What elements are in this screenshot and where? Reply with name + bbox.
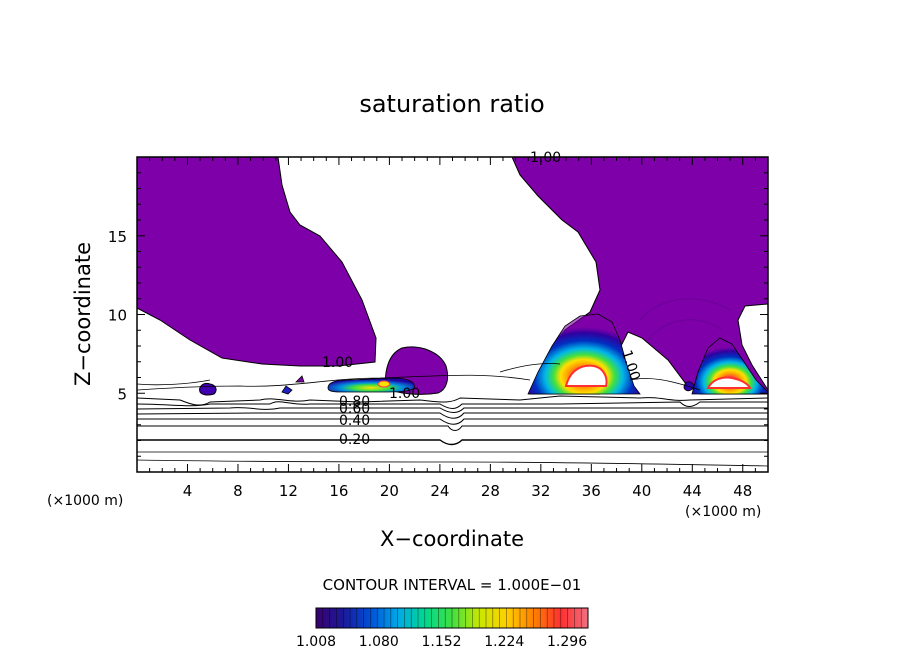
chart-title: saturation ratio (359, 90, 544, 118)
x-axis-title: X−coordinate (380, 527, 524, 551)
contour-label: 0.80 (339, 394, 370, 410)
x-unit-left: (×1000 m) (47, 493, 123, 509)
cloud-core-34km (527, 313, 641, 395)
x-tick-label: 32 (531, 482, 550, 500)
x-tick-label: 44 (683, 482, 702, 500)
contour-label: 0.20 (339, 432, 370, 448)
contour-lines (137, 363, 768, 467)
x-tick-label: 36 (582, 482, 601, 500)
x-tick-label: 24 (430, 482, 449, 500)
x-tick-label: 8 (233, 482, 243, 500)
colorbar: 1.008 1.080 1.152 1.224 1.296 (296, 607, 589, 650)
x-tick-label: 12 (279, 482, 298, 500)
x-tick-label: 16 (329, 482, 348, 500)
x-tick-label: 20 (380, 482, 399, 500)
x-tick-label: 28 (481, 482, 500, 500)
cloud-core-19km (327, 377, 415, 393)
supersaturated-region-upper-left (137, 157, 377, 367)
x-tick-label: 40 (632, 482, 651, 500)
contour-interval-text: CONTOUR INTERVAL = 1.000E−01 (323, 576, 582, 594)
y-tick-label: 5 (117, 385, 127, 403)
y-tick-label: 10 (108, 307, 127, 325)
contour-label: 1.00 (530, 150, 561, 166)
contour-label: 1.00 (389, 386, 420, 402)
cloud-core-47km (691, 337, 768, 395)
x-unit-right: (×1000 m) (685, 504, 761, 520)
colorbar-tick-label: 1.152 (421, 634, 461, 650)
contour-labels: 1.00 1.00 1.00 1.00 0.80 0.60 0.40 0.20 (322, 150, 643, 448)
contour-label: 0.40 (339, 413, 370, 429)
y-tick-label: 15 (108, 228, 127, 246)
contour-label: 1.00 (322, 355, 353, 371)
x-tick-label: 48 (733, 482, 752, 500)
contour-label: 0.60 (339, 401, 370, 417)
colorbar-tick-label: 1.296 (547, 634, 587, 650)
y-axis-title: Z−coordinate (71, 242, 95, 386)
plot-area (137, 157, 768, 467)
small-blob-6km (199, 383, 217, 396)
colorbar-tick-label: 1.224 (484, 634, 524, 650)
x-tick-label: 4 (183, 482, 193, 500)
y-axis: 5 10 15 (108, 172, 768, 457)
x-axis: 4 8 12 16 20 24 28 32 36 40 44 48 (149, 157, 756, 500)
colorbar-tick-label: 1.008 (296, 634, 336, 650)
colorbar-tick-label: 1.080 (359, 634, 399, 650)
